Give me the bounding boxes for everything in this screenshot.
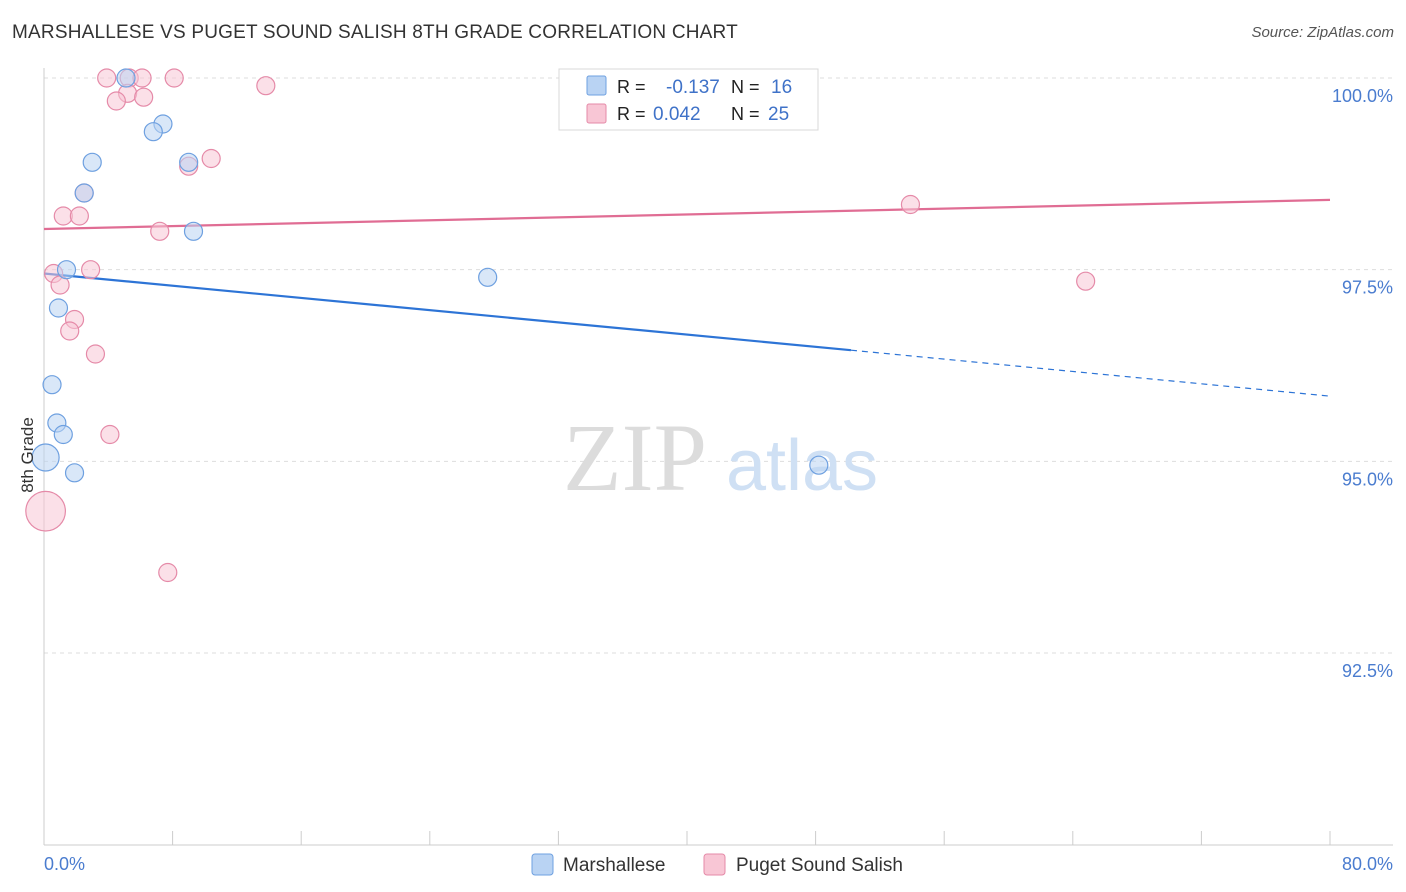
marshallese-point	[478, 267, 498, 287]
puget-point	[150, 221, 170, 241]
marshallese-point	[116, 68, 136, 88]
puget-trend-line	[43, 198, 1331, 231]
trend-lines	[43, 198, 1331, 397]
marshallese-point	[74, 183, 94, 203]
stats-r-label-marshallese: R =	[617, 77, 646, 97]
stats-n-label-marshallese: N =	[731, 77, 760, 97]
stats-n-value-marshallese: 16	[771, 77, 792, 98]
marshallese-trend-line	[43, 272, 852, 352]
stats-swatch-puget	[586, 103, 607, 124]
y-tick-label: 95.0%	[1342, 469, 1393, 489]
puget-point	[132, 68, 152, 88]
marshallese-point	[143, 122, 163, 142]
stats-n-value-puget: 25	[768, 104, 789, 125]
marshallese-point	[809, 455, 829, 475]
puget-point	[25, 490, 67, 532]
marshallese-point	[64, 463, 85, 483]
marshallese-point	[48, 298, 69, 318]
legend-label-marshallese: Marshallese	[563, 855, 665, 876]
puget-point	[900, 194, 921, 215]
marshallese-point	[53, 424, 73, 445]
y-axis-label: 8th Grade	[18, 417, 37, 493]
chart-title: MARSHALLESE VS PUGET SOUND SALISH 8TH GR…	[12, 22, 738, 43]
puget-point	[81, 260, 101, 280]
puget-point	[69, 206, 89, 226]
y-tick-label: 100.0%	[1332, 86, 1393, 106]
marshallese-point	[183, 221, 204, 241]
marshallese-point	[42, 375, 62, 395]
puget-point	[158, 562, 178, 583]
legend-label-puget: Puget Sound Salish	[736, 855, 903, 876]
legend-swatch-marshallese	[531, 853, 554, 876]
marshallese-point	[56, 260, 77, 280]
x-tick-label-min: 0.0%	[44, 854, 85, 874]
puget-point	[1076, 271, 1096, 291]
stats-r-value-marshallese: -0.137	[666, 77, 720, 98]
marshallese-point	[31, 443, 60, 472]
stats-legend-box: R = -0.137 N = 16 R = 0.042 N = 25	[558, 68, 819, 131]
puget-point	[164, 68, 184, 88]
stats-r-label-puget: R =	[617, 104, 646, 124]
data-points	[25, 68, 1096, 583]
grid-lines: 92.5% 95.0% 97.5% 100.0%	[44, 77, 1393, 681]
x-tick-label-max: 80.0%	[1342, 854, 1393, 874]
y-tick-label: 97.5%	[1342, 278, 1393, 298]
puget-point	[256, 76, 276, 96]
marshallese-trend-extension	[850, 349, 1331, 397]
y-tick-label: 92.5%	[1342, 661, 1393, 681]
source-label: Source: ZipAtlas.com	[1251, 24, 1394, 41]
watermark-atlas: atlas	[726, 426, 878, 506]
stats-n-label-puget: N =	[731, 104, 760, 124]
axes	[43, 68, 1393, 846]
legend-swatch-puget	[703, 853, 726, 876]
stats-r-value-puget: 0.042	[653, 104, 701, 125]
puget-point	[60, 321, 80, 341]
puget-point	[134, 87, 154, 107]
marshallese-point	[82, 152, 102, 172]
stats-swatch-marshallese	[586, 75, 607, 96]
bottom-legend: Marshallese Puget Sound Salish	[531, 853, 903, 876]
puget-point	[201, 148, 221, 169]
puget-point	[53, 206, 73, 226]
puget-point	[106, 91, 126, 111]
puget-point	[100, 424, 120, 445]
puget-point	[85, 344, 106, 364]
watermark-zip: ZIP	[563, 404, 707, 511]
puget-point	[97, 68, 117, 88]
marshallese-point	[179, 152, 199, 172]
